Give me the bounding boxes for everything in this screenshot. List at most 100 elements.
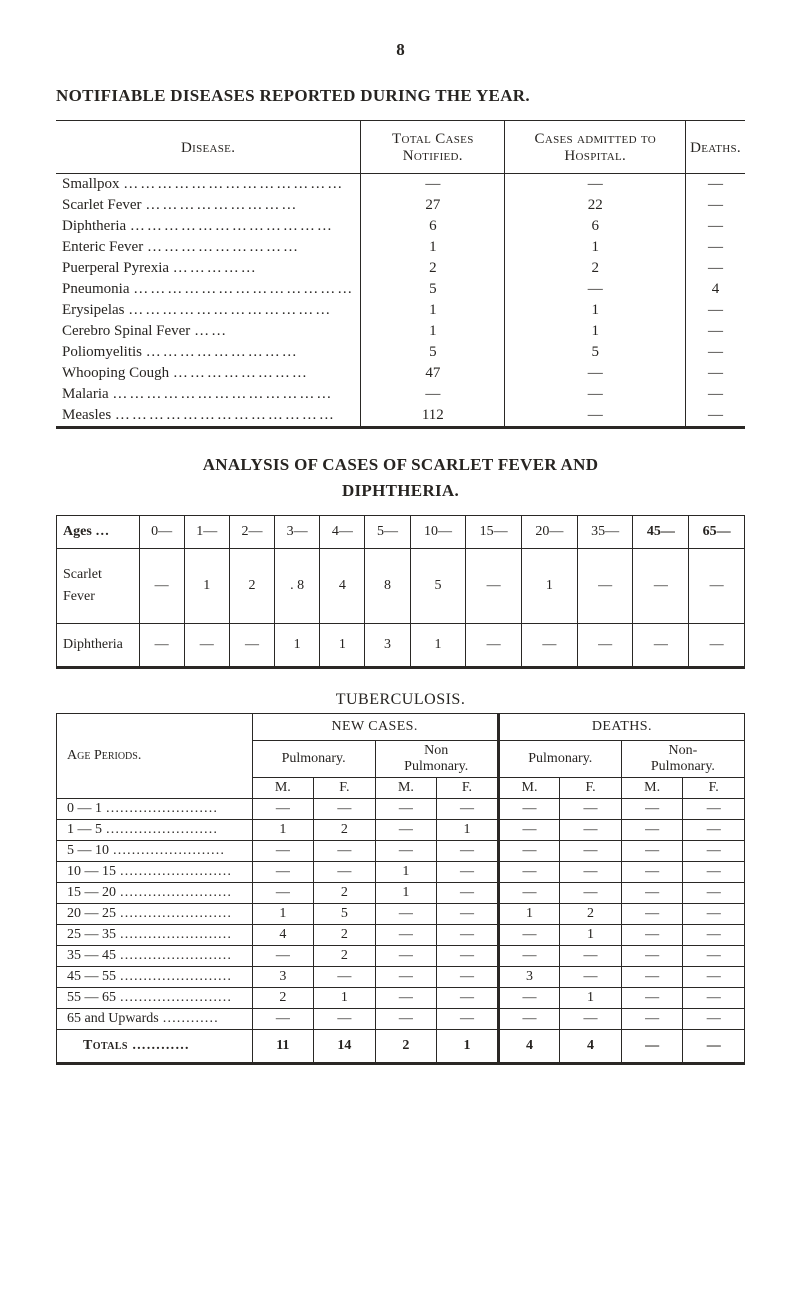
age-periods-label: Age Periods.: [67, 748, 141, 763]
th-pulmonary-new: Pulmonary.: [252, 741, 375, 778]
table-row: 35 — 45 ……………………—2——————: [57, 946, 745, 967]
cell-value: —: [683, 946, 745, 967]
cell-value: —: [184, 624, 229, 668]
th-age-col: 2—: [229, 516, 274, 549]
table-row: 5 — 10 ……………………————————: [57, 841, 745, 862]
age-period-label: 25 — 35 ……………………: [57, 925, 253, 946]
cell-cases: 1: [361, 300, 505, 321]
cell-value: —: [560, 1009, 622, 1030]
cell-deaths: —: [686, 258, 745, 279]
th-ages: Ages …: [57, 516, 140, 549]
totals-value: —: [621, 1030, 683, 1064]
cell-value: —: [577, 624, 633, 668]
cell-value: 4: [320, 549, 365, 624]
cell-admitted: —: [505, 279, 686, 300]
th-pulmonary-deaths: Pulmonary.: [498, 741, 621, 778]
cell-value: —: [437, 1009, 499, 1030]
age-period-label: 0 — 1 ……………………: [57, 799, 253, 820]
disease-name: Poliomyelitis ………………………: [56, 342, 361, 363]
cell-value: —: [437, 904, 499, 925]
cell-value: —: [621, 799, 683, 820]
th-female: F.: [683, 778, 745, 799]
cell-value: —: [252, 841, 314, 862]
cell-value: —: [621, 820, 683, 841]
th-age-col: 65—: [689, 516, 745, 549]
cell-admitted: 2: [505, 258, 686, 279]
th-age-col: 35—: [577, 516, 633, 549]
cell-admitted: 1: [505, 237, 686, 258]
th-deaths: Deaths.: [686, 121, 745, 174]
age-period-label: 35 — 45 ……………………: [57, 946, 253, 967]
cell-value: —: [437, 883, 499, 904]
cell-value: 3: [365, 624, 410, 668]
cell-value: 2: [229, 549, 274, 624]
cell-value: —: [437, 925, 499, 946]
cell-value: —: [560, 841, 622, 862]
cell-value: 4: [252, 925, 314, 946]
cell-cases: —: [361, 174, 505, 196]
cell-value: —: [621, 1009, 683, 1030]
table-row: Erysipelas ………………………………11—: [56, 300, 745, 321]
th-admitted: Cases admitted to Hospital.: [505, 121, 686, 174]
table-analysis-ages: Ages …0—1—2—3—4—5—10—15—20—35—45—65— Sca…: [56, 515, 745, 669]
cell-value: —: [683, 988, 745, 1009]
cell-value: —: [466, 549, 522, 624]
cell-value: 5: [314, 904, 376, 925]
th-age-col: 20—: [522, 516, 578, 549]
cell-value: —: [633, 624, 689, 668]
table-row: Cerebro Spinal Fever ……11—: [56, 321, 745, 342]
cell-value: —: [314, 862, 376, 883]
th-disease: Disease.: [56, 121, 361, 174]
age-period-label: 15 — 20 ……………………: [57, 883, 253, 904]
age-period-label: 1 — 5 ……………………: [57, 820, 253, 841]
table-notifiable-diseases: Disease. Total Cases Notified. Cases adm…: [56, 120, 745, 429]
age-period-label: 45 — 55 ……………………: [57, 967, 253, 988]
th-nonpulmonary-deaths: Non- Pulmonary.: [621, 741, 744, 778]
cell-value: —: [375, 925, 437, 946]
th-age-col: 45—: [633, 516, 689, 549]
cell-admitted: —: [505, 384, 686, 405]
totals-value: 2: [375, 1030, 437, 1064]
age-period-label: 55 — 65 ……………………: [57, 988, 253, 1009]
table-row: 65 and Upwards …………————————: [57, 1009, 745, 1030]
th-new-cases: NEW CASES.: [252, 714, 498, 741]
cell-value: —: [621, 904, 683, 925]
disease-name: Diphtheria ………………………………: [56, 216, 361, 237]
th-female: F.: [437, 778, 499, 799]
th-male: M.: [621, 778, 683, 799]
cell-value: —: [252, 883, 314, 904]
cell-value: —: [560, 946, 622, 967]
cell-deaths: —: [686, 216, 745, 237]
cell-value: 1: [375, 883, 437, 904]
table-row: Whooping Cough ……………………47——: [56, 363, 745, 384]
table-row: Smallpox …………………………………———: [56, 174, 745, 196]
cell-cases: 47: [361, 363, 505, 384]
cell-value: 1: [560, 925, 622, 946]
cell-deaths: —: [686, 342, 745, 363]
table-row: 15 — 20 ……………………—21—————: [57, 883, 745, 904]
disease-name: Measles …………………………………: [56, 405, 361, 428]
totals-value: 1: [437, 1030, 499, 1064]
cell-value: —: [498, 1009, 560, 1030]
table-row: Diphtheria ………………………………66—: [56, 216, 745, 237]
th-age-col: 5—: [365, 516, 410, 549]
totals-value: 14: [314, 1030, 376, 1064]
disease-name: Enteric Fever ………………………: [56, 237, 361, 258]
cell-value: —: [498, 925, 560, 946]
cell-value: —: [560, 862, 622, 883]
cell-admitted: 22: [505, 195, 686, 216]
table-row: 55 — 65 ……………………21———1——: [57, 988, 745, 1009]
cell-value: —: [683, 841, 745, 862]
totals-value: 4: [498, 1030, 560, 1064]
cell-value: —: [252, 946, 314, 967]
cell-value: —: [466, 624, 522, 668]
title-notifiable: NOTIFIABLE DISEASES REPORTED DURING THE …: [56, 86, 745, 106]
cell-value: —: [498, 841, 560, 862]
cell-deaths: —: [686, 405, 745, 428]
th-female: F.: [560, 778, 622, 799]
cell-value: —: [375, 841, 437, 862]
cell-value: —: [375, 904, 437, 925]
cell-value: —: [375, 799, 437, 820]
cell-value: —: [498, 946, 560, 967]
cell-cases: 1: [361, 321, 505, 342]
